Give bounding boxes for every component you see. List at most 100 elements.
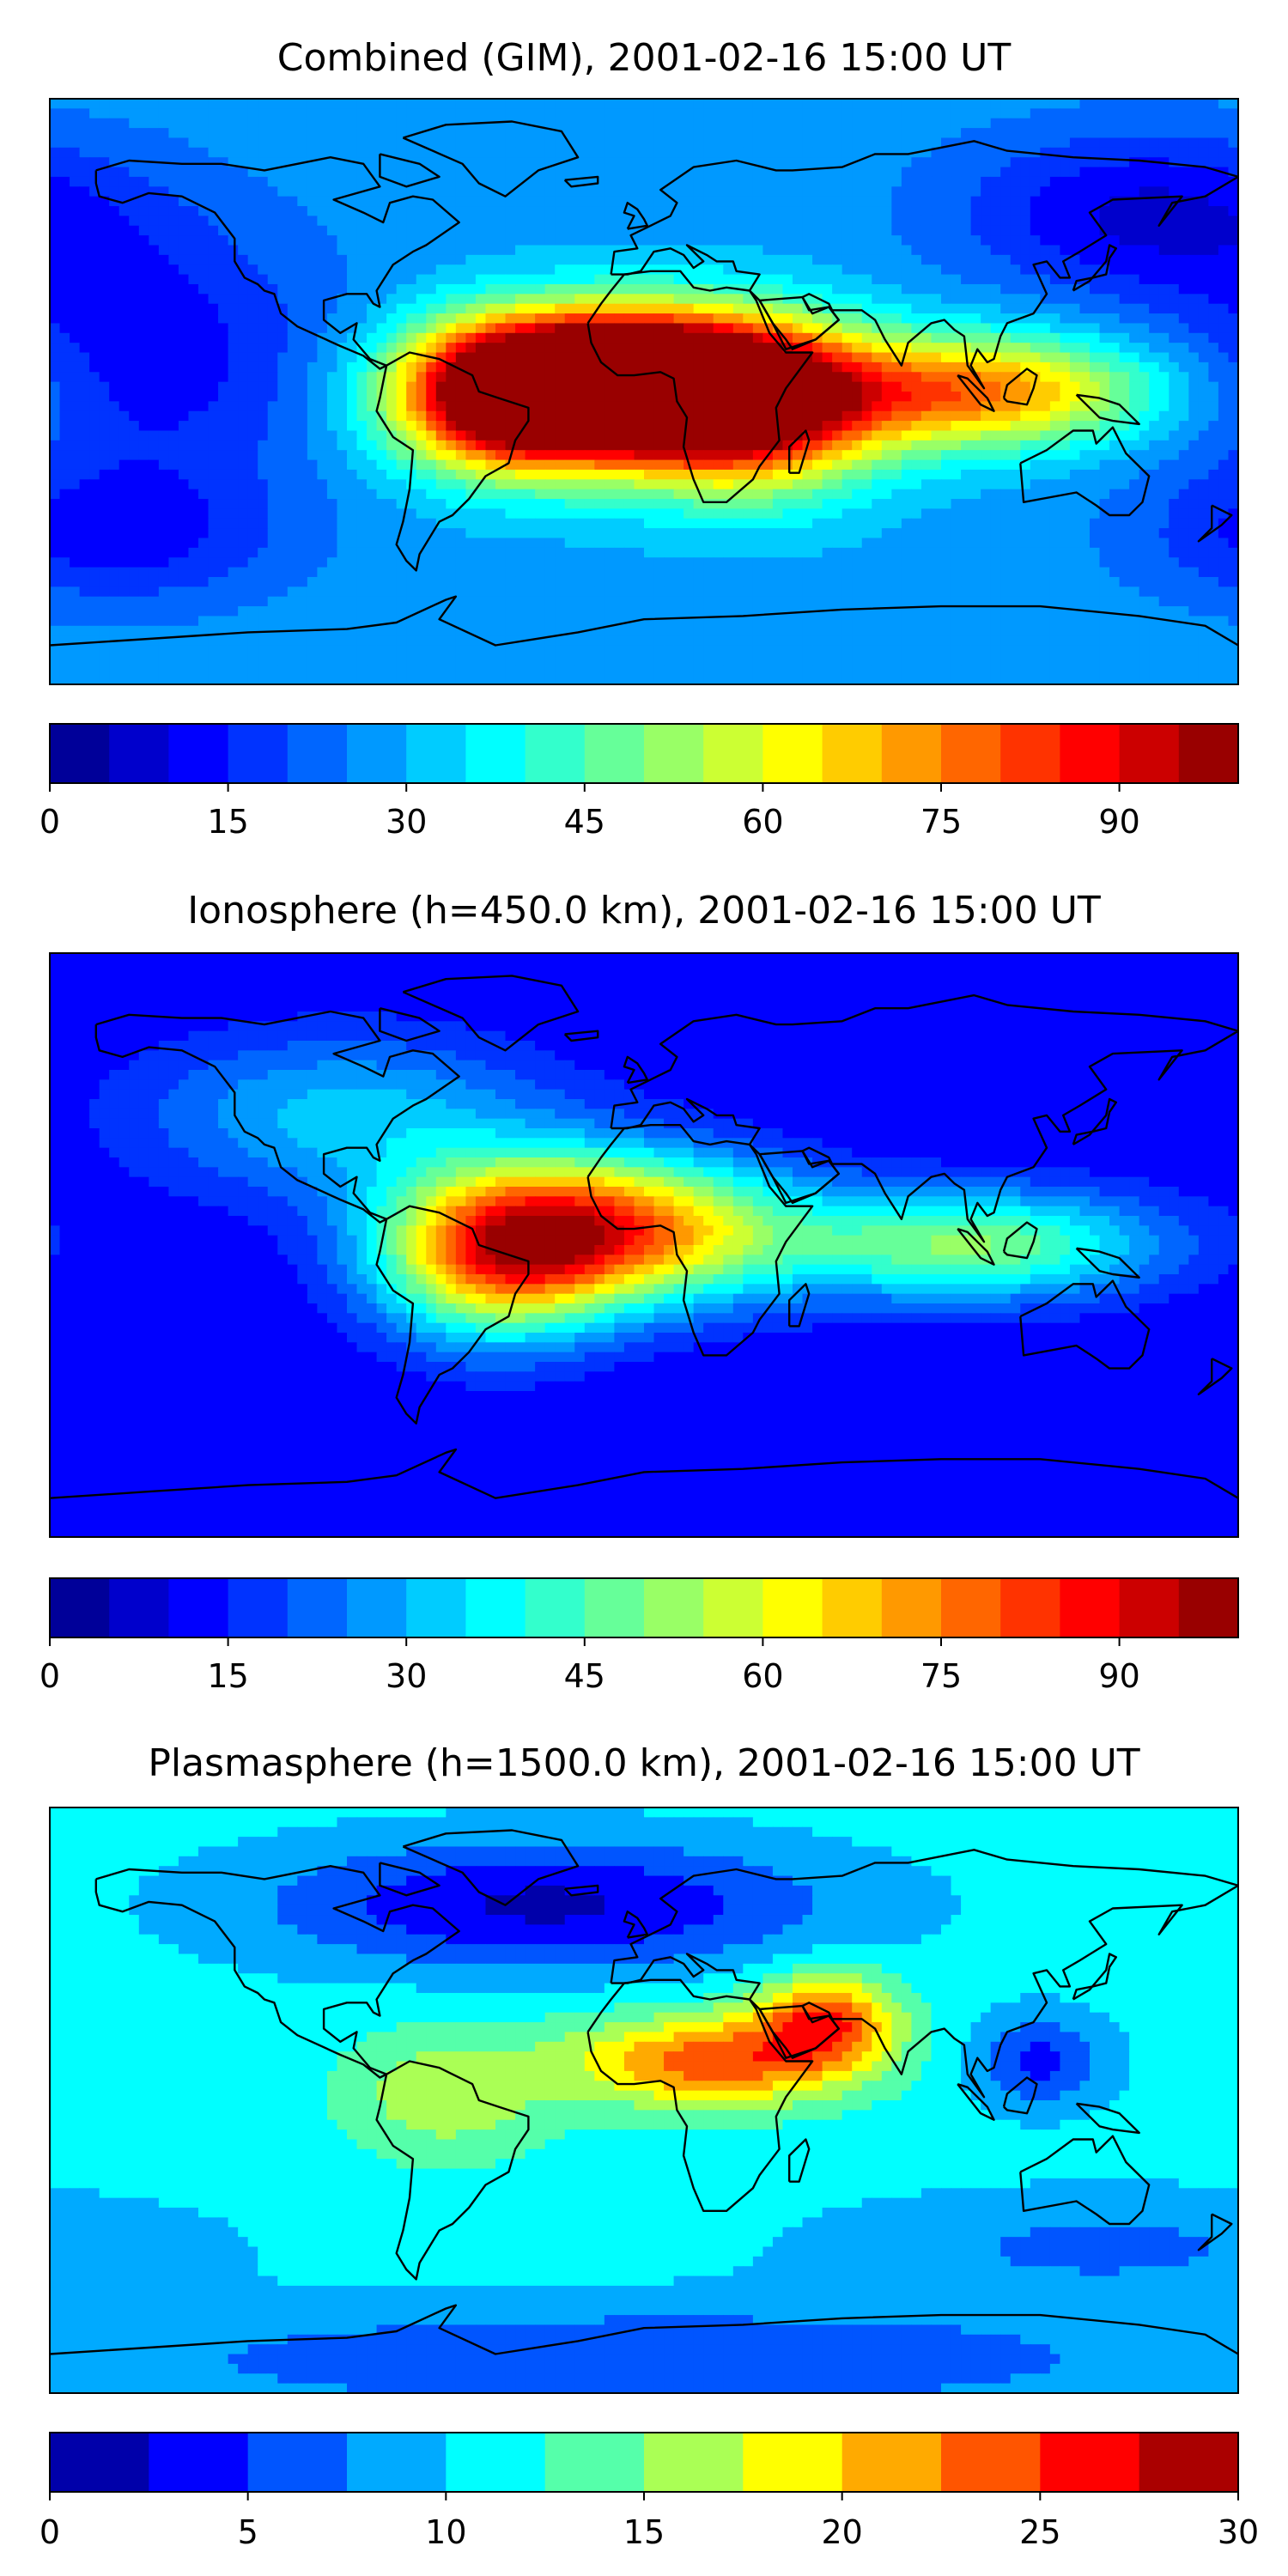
field-cell	[970, 176, 981, 187]
field-cell	[158, 332, 169, 343]
field-cell	[931, 283, 942, 295]
field-cell	[1069, 440, 1081, 451]
field-cell	[515, 410, 526, 422]
field-cell	[852, 381, 863, 392]
field-cell	[673, 176, 684, 187]
field-cell	[703, 459, 714, 471]
field-cell	[435, 99, 447, 109]
field-cell	[861, 225, 872, 236]
field-cell	[1119, 343, 1130, 354]
field-cell	[732, 274, 744, 285]
field-cell	[198, 206, 210, 216]
field-cell	[337, 440, 348, 451]
field-cell	[683, 332, 695, 343]
field-cell	[386, 361, 398, 373]
field-cell	[525, 264, 536, 276]
field-cell	[1158, 323, 1170, 334]
field-cell	[277, 245, 289, 256]
field-cell	[396, 381, 407, 392]
field-cell	[683, 343, 695, 354]
field-cell	[653, 254, 665, 265]
field-cell	[604, 264, 615, 276]
field-cell	[416, 489, 427, 500]
field-cell	[258, 372, 269, 383]
field-cell	[1208, 450, 1219, 461]
field-cell	[446, 108, 457, 119]
field-cell	[752, 99, 763, 109]
field-cell	[1178, 450, 1189, 461]
field-cell	[1198, 421, 1209, 432]
field-cell	[743, 459, 754, 471]
field-cell	[1049, 372, 1060, 383]
field-cell	[1030, 216, 1041, 227]
field-cell	[762, 372, 774, 383]
field-cell	[198, 235, 210, 246]
field-cell	[158, 459, 169, 471]
field-cell	[89, 283, 100, 295]
field-cell	[1178, 186, 1189, 197]
field-cell	[1218, 323, 1230, 334]
field-cell	[376, 323, 387, 334]
field-cell	[535, 313, 546, 325]
field-cell	[822, 361, 833, 373]
field-cell	[178, 128, 190, 139]
field-cell	[426, 147, 437, 158]
field-cell	[228, 421, 239, 432]
field-cell	[951, 118, 962, 129]
field-cell	[1129, 489, 1140, 500]
field-cell	[79, 235, 90, 246]
field-cell	[664, 235, 675, 246]
field-cell	[406, 245, 417, 256]
field-cell	[1139, 294, 1150, 305]
field-cell	[782, 245, 793, 256]
field-cell	[911, 167, 922, 178]
field-cell	[258, 196, 269, 207]
field-cell	[822, 410, 833, 422]
field-cell	[1099, 128, 1110, 139]
field-cell	[555, 196, 566, 207]
field-cell	[446, 274, 457, 285]
field-cell	[485, 450, 496, 461]
field-cell	[99, 303, 110, 314]
field-cell	[258, 401, 269, 412]
field-cell	[317, 245, 328, 256]
field-cell	[901, 332, 912, 343]
field-cell	[525, 108, 536, 119]
field-cell	[1139, 118, 1150, 129]
field-cell	[941, 323, 952, 334]
field-cell	[396, 421, 407, 432]
field-cell	[564, 372, 575, 383]
field-cell	[713, 469, 724, 480]
field-cell	[50, 235, 61, 246]
field-cell	[1079, 128, 1091, 139]
field-cell	[356, 274, 368, 285]
field-cell	[1099, 254, 1110, 265]
field-cell	[367, 440, 378, 451]
field-cell	[138, 450, 149, 461]
field-cell	[1090, 283, 1101, 295]
field-cell	[951, 235, 962, 246]
field-cell	[1119, 216, 1130, 227]
field-cell	[920, 381, 933, 392]
field-cell	[891, 108, 902, 119]
field-cell	[1158, 108, 1170, 119]
field-cell	[841, 489, 853, 500]
field-cell	[1040, 401, 1051, 412]
field-cell	[337, 283, 348, 295]
field-cell	[793, 167, 804, 178]
field-cell	[1040, 167, 1051, 178]
field-cell	[258, 167, 269, 178]
field-cell	[1090, 225, 1101, 236]
field-cell	[623, 361, 635, 373]
field-cell	[574, 176, 586, 187]
field-cell	[396, 343, 407, 354]
field-cell	[574, 283, 586, 295]
field-cell	[1000, 283, 1012, 295]
field-cell	[326, 283, 338, 295]
field-cell	[376, 274, 387, 285]
field-cell	[812, 108, 823, 119]
field-cell	[515, 440, 526, 451]
field-cell	[1020, 343, 1031, 354]
field-cell	[337, 108, 348, 119]
field-cell	[258, 108, 269, 119]
